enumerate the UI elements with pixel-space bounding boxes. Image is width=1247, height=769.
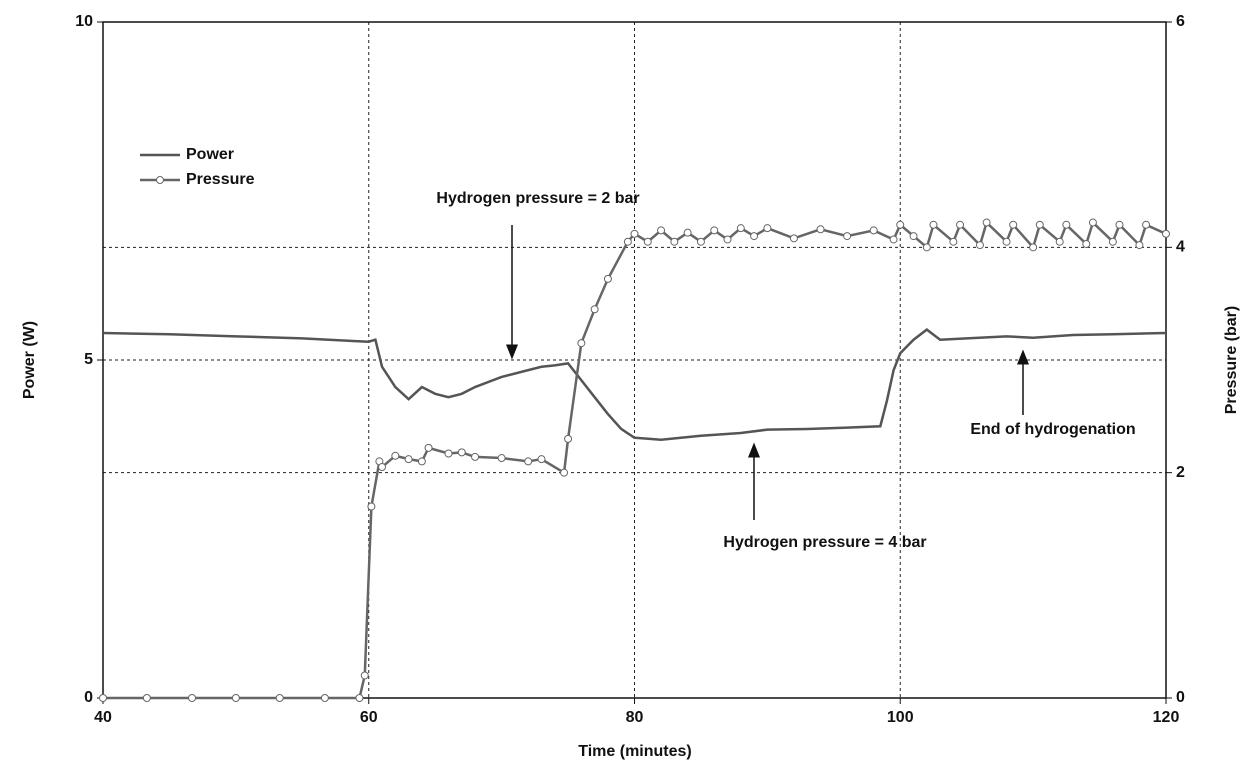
point-marker: [789, 234, 798, 243]
y2-tick-label: 4: [1176, 239, 1185, 256]
point-marker: [723, 235, 732, 244]
point-marker: [843, 232, 852, 241]
series-line: [103, 220, 1167, 700]
point-marker: [1009, 220, 1018, 229]
x-tick-label: 80: [626, 709, 644, 726]
y-axis-title: Power (W): [21, 321, 38, 399]
point-marker: [471, 452, 480, 461]
point-marker: [1055, 237, 1064, 246]
point-marker: [1162, 229, 1170, 238]
point-marker: [975, 241, 984, 250]
point-marker: [1035, 220, 1044, 229]
point-marker: [683, 228, 692, 237]
point-marker: [1002, 237, 1011, 246]
point-marker: [1082, 239, 1091, 248]
point-marker: [1115, 220, 1124, 229]
point-marker: [378, 463, 387, 472]
point-marker: [670, 237, 679, 246]
point-marker: [444, 449, 453, 458]
plot-frame: [102, 21, 1167, 699]
point-marker: [231, 694, 240, 702]
x-tick-label: 60: [360, 709, 378, 726]
y-tick-label: 10: [75, 13, 93, 30]
annotation: Hydrogen pressure = 2 bar: [436, 190, 639, 207]
point-marker: [603, 274, 612, 283]
annotation: End of hydrogenation: [970, 421, 1135, 438]
series-line: [102, 328, 1167, 442]
point-marker: [404, 455, 413, 464]
point-marker: [564, 434, 573, 443]
point-marker: [889, 235, 898, 244]
point-marker: [355, 694, 364, 702]
point-marker: [929, 220, 938, 229]
point-marker: [367, 502, 376, 511]
point-marker: [1088, 218, 1097, 227]
point-marker: [537, 455, 546, 464]
point-marker: [982, 218, 991, 227]
point-marker: [497, 454, 506, 463]
point-marker: [909, 232, 918, 241]
point-marker: [710, 226, 719, 235]
point-marker: [457, 448, 466, 457]
point-marker: [188, 694, 197, 702]
point-marker: [1108, 237, 1117, 246]
y2-tick-label: 0: [1176, 689, 1185, 706]
point-marker: [524, 457, 533, 466]
point-marker: [736, 224, 745, 233]
point-marker: [360, 671, 369, 680]
point-marker: [896, 220, 905, 229]
y2-tick-label: 6: [1176, 13, 1185, 30]
annotation: Hydrogen pressure = 4 bar: [723, 534, 926, 551]
point-marker: [630, 229, 639, 238]
point-marker: [657, 226, 666, 235]
point-marker: [643, 237, 652, 246]
legend-label: Power: [186, 146, 234, 163]
point-marker: [956, 220, 965, 229]
point-marker: [424, 443, 433, 452]
point-marker: [763, 224, 772, 233]
point-marker: [320, 694, 329, 702]
point-marker: [623, 237, 632, 246]
point-marker: [696, 237, 705, 246]
y2-axis-title: Pressure (bar): [1223, 306, 1240, 415]
x-tick-label: 40: [94, 709, 112, 726]
point-marker: [560, 468, 569, 477]
x-axis-title: Time (minutes): [578, 743, 692, 760]
point-marker: [142, 694, 151, 702]
legend-marker: [156, 176, 164, 184]
point-marker: [949, 237, 958, 246]
y2-tick-label: 2: [1176, 464, 1185, 481]
legend-label: Pressure: [186, 171, 255, 188]
point-marker: [1062, 220, 1071, 229]
point-marker: [869, 226, 878, 235]
point-marker: [99, 694, 107, 702]
x-tick-label: 120: [1153, 709, 1180, 726]
point-marker: [577, 339, 586, 348]
point-marker: [1135, 241, 1144, 250]
point-marker: [417, 457, 426, 466]
y-tick-label: 0: [84, 689, 93, 706]
point-marker: [922, 243, 931, 252]
point-marker: [590, 305, 599, 314]
point-marker: [750, 232, 759, 241]
point-marker: [1142, 220, 1151, 229]
point-marker: [275, 694, 284, 702]
y-tick-label: 5: [84, 351, 93, 368]
point-marker: [391, 451, 400, 460]
x-tick-label: 100: [887, 709, 914, 726]
point-marker: [816, 225, 825, 234]
point-marker: [1029, 243, 1038, 252]
